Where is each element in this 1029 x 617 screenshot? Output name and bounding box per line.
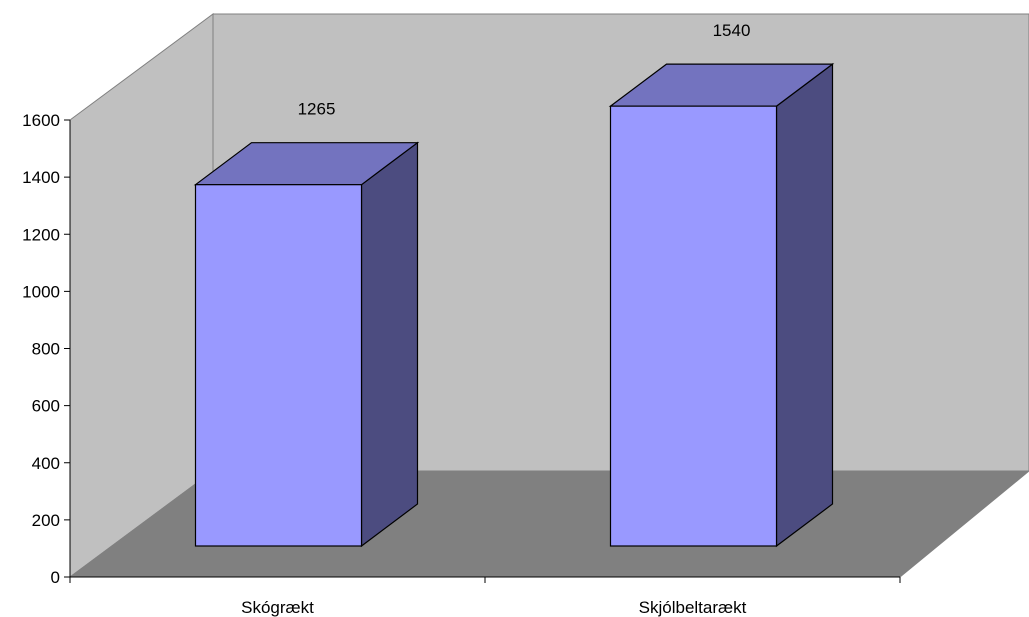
- bar-side-face: [775, 62, 834, 548]
- data-label: 1540: [713, 21, 751, 40]
- y-tick-label: 1600: [22, 111, 60, 130]
- x-category-label: Skjólbeltarækt: [639, 598, 747, 617]
- y-tick-label: 800: [32, 340, 60, 359]
- y-tick-label: 1000: [22, 282, 60, 301]
- data-labels: 1265 1540: [298, 21, 751, 119]
- bar: [608, 62, 835, 548]
- bar-front-face: [194, 184, 363, 547]
- y-tick-label: 1400: [22, 168, 60, 187]
- bar-side-face: [360, 141, 419, 548]
- y-tick-label: 200: [32, 511, 60, 530]
- bar: [193, 141, 420, 548]
- x-category-label: Skógrækt: [241, 598, 314, 617]
- data-label: 1265: [298, 100, 336, 119]
- x-axis: Skógrækt Skjólbeltarækt: [69, 577, 901, 617]
- y-axis: 0 200 400 600 800 1000 1200 1400 1600: [22, 111, 70, 587]
- bar-front-face: [609, 105, 778, 547]
- y-tick-label: 400: [32, 454, 60, 473]
- y-tick-label: 1200: [22, 225, 60, 244]
- y-tick-label: 600: [32, 397, 60, 416]
- bar-series: [193, 62, 835, 548]
- y-tick-label: 0: [51, 568, 60, 587]
